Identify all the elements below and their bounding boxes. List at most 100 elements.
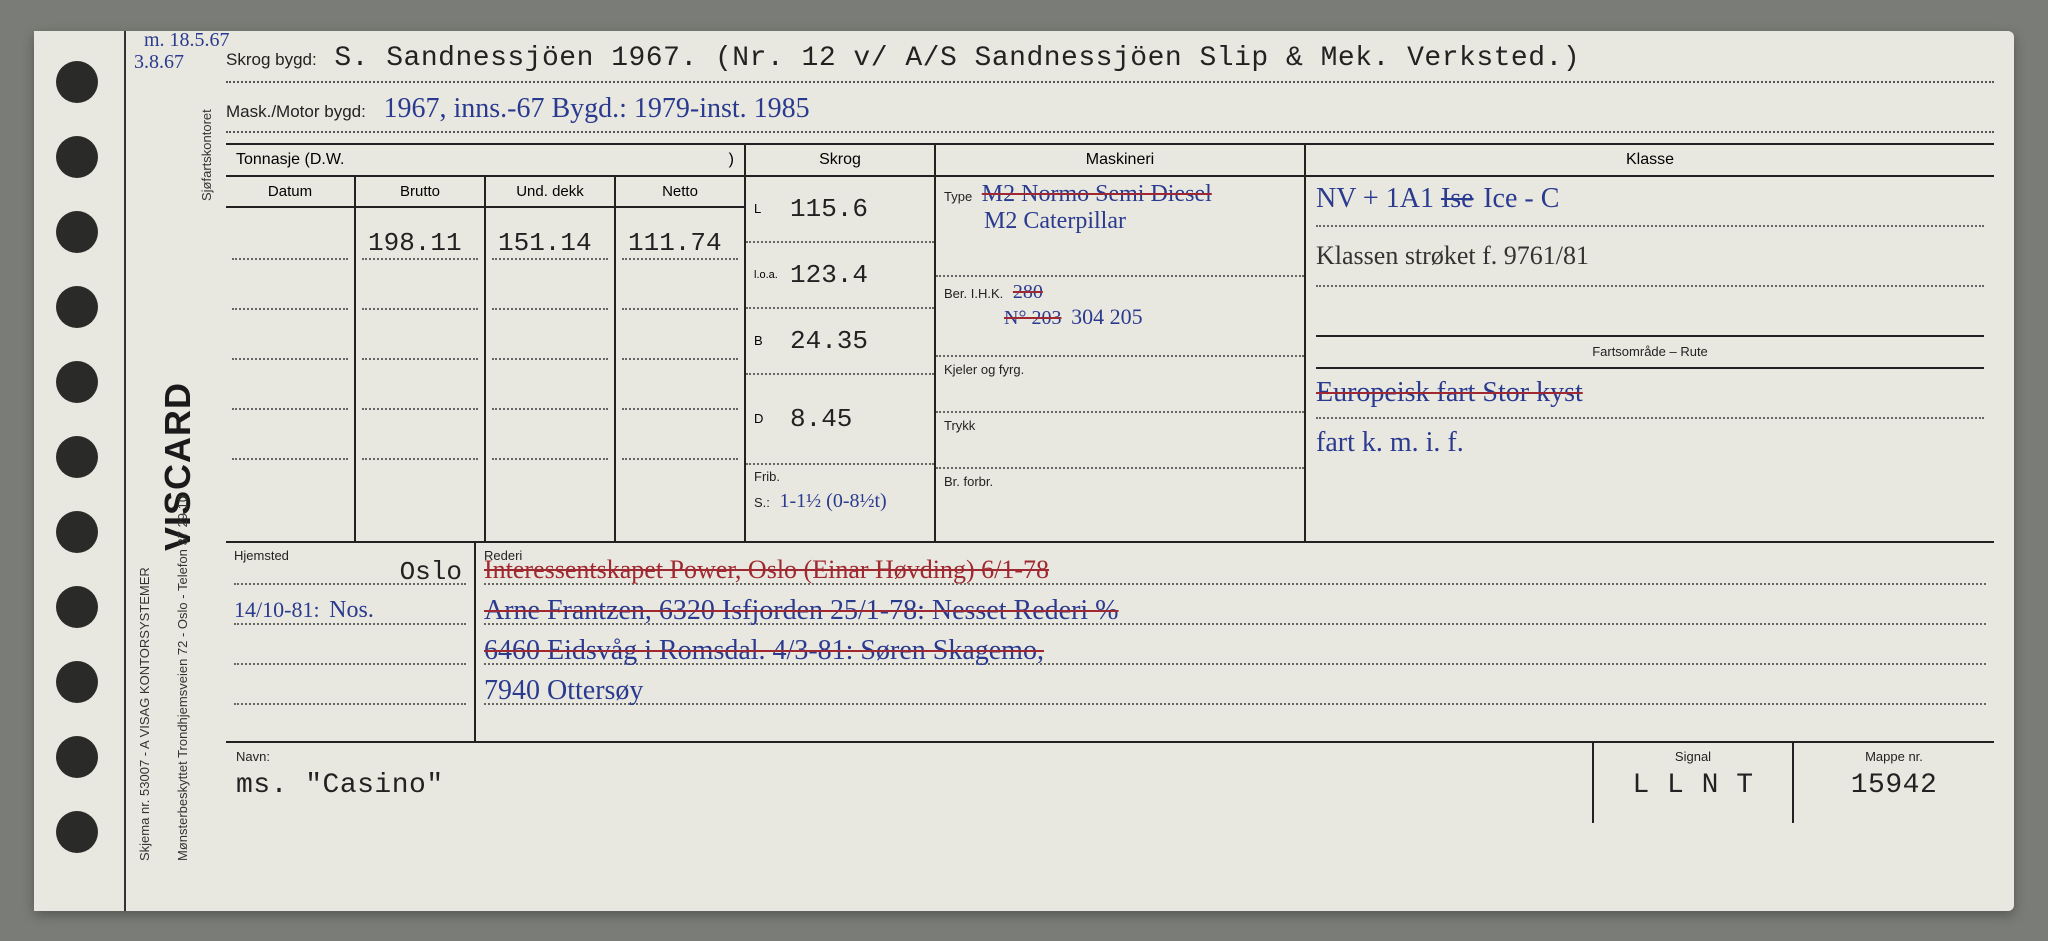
- rederi-cell: Rederi Interessentskapet Power, Oslo (Ei…: [476, 543, 1994, 741]
- klasse-line1-strike: Ise: [1441, 183, 1474, 214]
- datum-cell: [226, 208, 356, 541]
- punch-hole: [56, 61, 98, 103]
- skrog-Loa: l.o.a. 123.4: [746, 243, 934, 309]
- signal-label: Signal: [1604, 749, 1782, 764]
- main-grid: Tonnasje (D.W. ) Datum Brutto Und. dekk …: [226, 143, 1994, 543]
- klasse-column: Klasse NV + 1A1 Ise Ice - C Klassen strø…: [1306, 145, 1994, 541]
- bottom-row: Navn: ms. "Casino" Signal L L N T Mappe …: [226, 743, 1994, 823]
- brutto-value: 198.11: [368, 228, 462, 258]
- klasse-header: Klasse: [1306, 145, 1994, 177]
- punch-hole: [56, 586, 98, 628]
- L-value: 115.6: [790, 194, 868, 224]
- signal-cell: Signal L L N T: [1594, 743, 1794, 823]
- punch-hole: [56, 436, 98, 478]
- mappe-label: Mappe nr.: [1804, 749, 1984, 764]
- skrog-bygd-value: S. Sandnessjöen 1967. (Nr. 12 v/ A/S San…: [334, 43, 1580, 74]
- maskineri-header: Maskineri: [936, 145, 1304, 177]
- netto-cell: 111.74: [616, 208, 744, 541]
- binding-strip: [34, 31, 124, 911]
- klasse-line1a: NV + 1A1: [1316, 183, 1441, 214]
- type-value-2: M2 Caterpillar: [984, 208, 1126, 234]
- hjemsted-value-2: Nos.: [329, 597, 374, 623]
- farts-strike: Europeisk fart Stor kyst: [1316, 377, 1583, 408]
- tonnasje-label: Tonnasje (D.W.: [236, 151, 344, 169]
- netto-value: 111.74: [628, 228, 722, 258]
- skrog-D: D 8.45: [746, 375, 934, 465]
- skrog-column: Skrog L 115.6 l.o.a. 123.4 B 24.35 D 8.4…: [746, 145, 936, 541]
- hjemsted-rederi-row: Hjemsted Oslo 14/10-81: Nos. Rederi Inte…: [226, 543, 1994, 743]
- mappe-value: 15942: [1804, 770, 1984, 801]
- B-value: 24.35: [790, 326, 868, 356]
- rederi-line-1: Interessentskapet Power, Oslo (Einar Høv…: [484, 555, 1049, 585]
- signal-value: L L N T: [1604, 770, 1782, 801]
- kjeler-label: Kjeler og fyrg.: [944, 362, 1024, 377]
- paren-close: ): [729, 151, 734, 169]
- rederi-line-2: Arne Frantzen, 6320 Isfjorden 25/1-78: N…: [484, 595, 1119, 627]
- punch-hole: [56, 286, 98, 328]
- type-label: Type: [944, 189, 972, 204]
- frib-label: Frib.: [754, 469, 780, 484]
- skrog-L: L 115.6: [746, 177, 934, 243]
- skrog-B: B 24.35: [746, 309, 934, 375]
- punch-hole: [56, 361, 98, 403]
- maskineri-column: Maskineri Type M2 Normo Semi Diesel M2 C…: [936, 145, 1306, 541]
- frib-s-value: 1-1½ (0-8½t): [780, 490, 887, 512]
- und-dekk-header: Und. dekk: [486, 177, 616, 206]
- ber-label: Ber. I.H.K.: [944, 286, 1003, 301]
- card-content: Skrog bygd: S. Sandnessjöen 1967. (Nr. 1…: [124, 31, 2014, 911]
- Loa-value: 123.4: [790, 260, 868, 290]
- navn-label: Navn:: [236, 749, 1582, 764]
- tonnasje-body: 198.11 151.14 111.74: [226, 208, 744, 541]
- netto-header: Netto: [616, 177, 744, 206]
- Loa-label: l.o.a.: [754, 269, 784, 281]
- navn-cell: Navn: ms. "Casino": [226, 743, 1594, 823]
- punch-hole: [56, 736, 98, 778]
- klasse-line2: Klassen strøket f. 9761/81: [1316, 241, 1589, 270]
- farts-value: fart k. m. i. f.: [1316, 427, 1464, 458]
- hjemsted-value: Oslo: [400, 557, 462, 587]
- type-value-1: M2 Normo Semi Diesel: [982, 181, 1212, 207]
- tonnasje-column: Tonnasje (D.W. ) Datum Brutto Und. dekk …: [226, 145, 746, 541]
- D-label: D: [754, 411, 784, 426]
- skrog-frib: Frib. S.: 1-1½ (0-8½t): [746, 465, 934, 521]
- hjemsted-cell: Hjemsted Oslo 14/10-81: Nos.: [226, 543, 476, 741]
- punch-hole: [56, 136, 98, 178]
- ber-ihk-row: Ber. I.H.K. 280 N° 203 304 205: [936, 277, 1304, 357]
- trykk-row: Trykk: [936, 413, 1304, 469]
- L-label: L: [754, 201, 784, 216]
- tonnasje-subheaders: Datum Brutto Und. dekk Netto: [226, 177, 744, 208]
- fartsomrade-label: Fartsområde – Rute: [1592, 344, 1708, 359]
- kjeler-row: Kjeler og fyrg.: [936, 357, 1304, 413]
- ber-strike-1: 280: [1013, 281, 1043, 303]
- punch-hole: [56, 661, 98, 703]
- motor-bygd-value: 1967, inns.-67 Bygd.: 1979-inst. 1985: [383, 93, 809, 124]
- navn-value: ms. "Casino": [236, 770, 1582, 801]
- punch-hole: [56, 811, 98, 853]
- datum-header: Datum: [226, 177, 356, 206]
- rederi-line-4: 7940 Ottersøy: [484, 675, 643, 707]
- trykk-label: Trykk: [944, 418, 975, 433]
- skrog-bygd-label: Skrog bygd:: [226, 50, 317, 69]
- type-row: Type M2 Normo Semi Diesel M2 Caterpillar: [936, 177, 1304, 277]
- und-dekk-value: 151.14: [498, 228, 592, 258]
- rederi-line-3: 6460 Eidsvåg i Romsdal. 4/3-81: Søren Sk…: [484, 635, 1044, 666]
- frib-s-label: S.:: [754, 495, 770, 510]
- hjemsted-date: 14/10-81:: [234, 597, 320, 622]
- B-label: B: [754, 333, 784, 348]
- und-dekk-cell: 151.14: [486, 208, 616, 541]
- punch-hole: [56, 511, 98, 553]
- skrog-bygd-row: Skrog bygd: S. Sandnessjöen 1967. (Nr. 1…: [226, 43, 1994, 87]
- punch-hole: [56, 211, 98, 253]
- skrog-header: Skrog: [746, 145, 934, 177]
- hjemsted-label: Hjemsted: [234, 548, 289, 563]
- klasse-line1b: Ice - C: [1483, 183, 1559, 214]
- motor-bygd-label: Mask./Motor bygd:: [226, 102, 366, 121]
- klasse-body: NV + 1A1 Ise Ice - C Klassen strøket f. …: [1306, 177, 1994, 573]
- motor-bygd-row: Mask./Motor bygd: 1967, inns.-67 Bygd.: …: [226, 93, 1994, 137]
- br-label: Br. forbr.: [944, 474, 993, 489]
- br-forbr-row: Br. forbr.: [936, 469, 1304, 519]
- brutto-cell: 198.11: [356, 208, 486, 541]
- ber-value: 304 205: [1071, 304, 1143, 329]
- D-value: 8.45: [790, 404, 852, 434]
- index-card: m. 18.5.67 3.8.67 VISCARD Skjema nr. 530…: [34, 31, 2014, 911]
